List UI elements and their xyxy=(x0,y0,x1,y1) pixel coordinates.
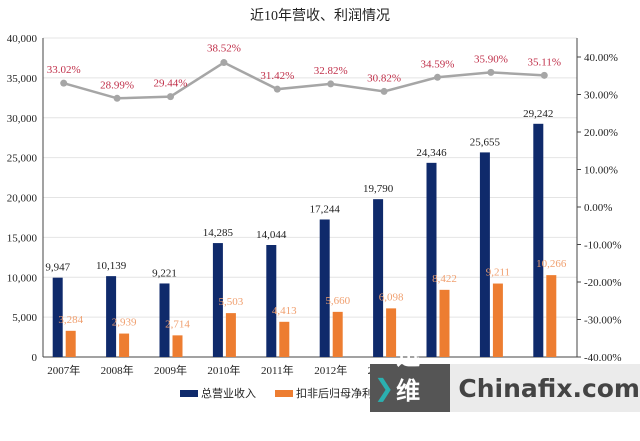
gross-margin-data-label: 28.99% xyxy=(100,79,134,91)
net-profit-bar xyxy=(546,275,557,357)
net-profit-data-label: 6,098 xyxy=(379,291,404,303)
right-tick-label: 10.00% xyxy=(584,165,618,177)
gross-margin-point xyxy=(380,87,388,95)
gross-margin-data-label: 33.02% xyxy=(47,64,81,76)
net-profit-data-label: 5,503 xyxy=(219,296,244,308)
revenue-data-label: 25,655 xyxy=(470,136,501,148)
net-profit-bar xyxy=(279,321,290,357)
chart-title: 近10年营收、利润情况 xyxy=(250,8,390,24)
legend-swatch-net-profit xyxy=(275,390,293,397)
net-profit-bar xyxy=(492,283,503,357)
net-profit-bar xyxy=(225,313,236,357)
net-profit-data-label: 2,714 xyxy=(165,318,190,330)
revenue-data-label: 14,285 xyxy=(203,227,234,239)
gross-margin-point xyxy=(273,85,281,93)
left-tick-label: 40,000 xyxy=(7,33,38,45)
revenue-bar xyxy=(319,219,330,357)
net-profit-data-label: 10,266 xyxy=(536,258,567,270)
revenue-bar xyxy=(106,276,117,357)
left-tick-label: 5,000 xyxy=(12,312,37,324)
gross-margin-point xyxy=(540,71,548,79)
left-tick-label: 0 xyxy=(32,352,38,364)
legend-label-revenue: 总营业收入 xyxy=(201,386,256,400)
right-tick-label: -40.00% xyxy=(584,352,622,364)
gross-margin-data-label: 31.42% xyxy=(260,70,294,82)
chart: 近10年营收、利润情况 0 5,000 10,000 15,000 20,000 25,0… xyxy=(7,8,622,400)
watermark-logo: ❯ 迅维网 Chinafix.com xyxy=(370,342,640,440)
left-tick-label: 30,000 xyxy=(7,113,38,125)
x-tick-label: 2010年 xyxy=(207,363,240,377)
left-tick-label: 20,000 xyxy=(7,193,38,205)
revenue-data-label: 19,790 xyxy=(363,183,394,195)
revenue-data-label: 29,242 xyxy=(523,108,553,120)
right-tick-label: -30.00% xyxy=(584,315,622,327)
net-profit-bar xyxy=(332,311,343,357)
x-tick-label: 2012年 xyxy=(314,363,347,377)
left-tick-label: 25,000 xyxy=(7,153,38,165)
x-tick-label: 2008年 xyxy=(101,363,134,377)
watermark-brand-text: 迅维网 xyxy=(396,341,421,440)
net-profit-data-label: 3,284 xyxy=(58,314,83,326)
net-profit-bar xyxy=(386,308,397,357)
revenue-data-label: 10,139 xyxy=(96,260,127,272)
revenue-bar xyxy=(52,277,63,357)
revenue-bar xyxy=(266,244,277,357)
right-tick-label: 20.00% xyxy=(584,127,618,139)
net-profit-data-label: 5,660 xyxy=(325,295,350,307)
revenue-data-label: 17,244 xyxy=(310,203,341,215)
x-tick-label: 2009年 xyxy=(154,363,187,377)
gross-margin-point xyxy=(60,79,68,87)
chevron-icon: ❯ xyxy=(374,374,395,402)
gross-margin-point xyxy=(167,93,174,101)
revenue-bar xyxy=(533,123,544,358)
gross-margin-point xyxy=(113,94,121,102)
right-tick-label: 0.00% xyxy=(584,202,612,214)
left-tick-label: 10,000 xyxy=(7,272,38,284)
revenue-bar xyxy=(479,152,490,357)
net-profit-bar xyxy=(119,333,130,357)
revenue-bar xyxy=(373,199,384,357)
gross-margin-data-label: 32.82% xyxy=(314,65,348,77)
net-profit-bar xyxy=(439,289,450,357)
revenue-data-label: 9,947 xyxy=(45,262,70,274)
gross-margin-data-label: 30.82% xyxy=(367,72,401,84)
net-profit-data-label: 9,211 xyxy=(486,267,510,279)
net-profit-data-label: 8,422 xyxy=(432,273,457,285)
legend-label-net-profit: 扣非后归母净利润 xyxy=(296,386,384,400)
net-profit-bar xyxy=(172,335,183,357)
right-tick-label: 30.00% xyxy=(584,90,618,102)
x-tick-label: 2011年 xyxy=(261,363,294,377)
net-profit-data-label: 4,413 xyxy=(272,305,297,317)
revenue-bar xyxy=(159,283,170,357)
x-tick-label: 2007年 xyxy=(47,363,80,377)
revenue-bar xyxy=(426,162,437,357)
gross-margin-line xyxy=(63,61,545,100)
net-profit-bar xyxy=(65,330,76,357)
watermark-brand: ❯ 迅维网 xyxy=(370,342,451,440)
revenue-data-label: 24,346 xyxy=(416,147,447,159)
gross-margin-data-label: 38.52% xyxy=(207,43,241,55)
left-tick-label: 15,000 xyxy=(7,232,38,244)
right-tick-label: -20.00% xyxy=(584,277,622,289)
gross-margin-point xyxy=(434,73,441,81)
gross-margin-point xyxy=(487,68,495,76)
gross-margin-point xyxy=(220,59,228,67)
gross-margin-data-label: 29.44% xyxy=(154,78,188,90)
watermark-site: Chinafix.com xyxy=(458,373,640,403)
revenue-data-label: 9,221 xyxy=(152,267,177,279)
net-profit-data-label: 2,939 xyxy=(112,317,137,329)
gross-margin-data-label: 35.90% xyxy=(474,53,508,65)
legend-swatch-revenue xyxy=(180,390,198,397)
right-tick-label: 40.00% xyxy=(584,52,618,64)
gross-margin-data-label: 35.11% xyxy=(528,56,562,68)
left-tick-label: 35,000 xyxy=(7,73,38,85)
right-tick-label: -10.00% xyxy=(584,240,622,252)
gross-margin-data-label: 34.59% xyxy=(421,58,455,70)
revenue-data-label: 14,044 xyxy=(256,229,287,241)
gross-margin-point xyxy=(327,80,335,88)
revenue-bar xyxy=(212,243,223,357)
